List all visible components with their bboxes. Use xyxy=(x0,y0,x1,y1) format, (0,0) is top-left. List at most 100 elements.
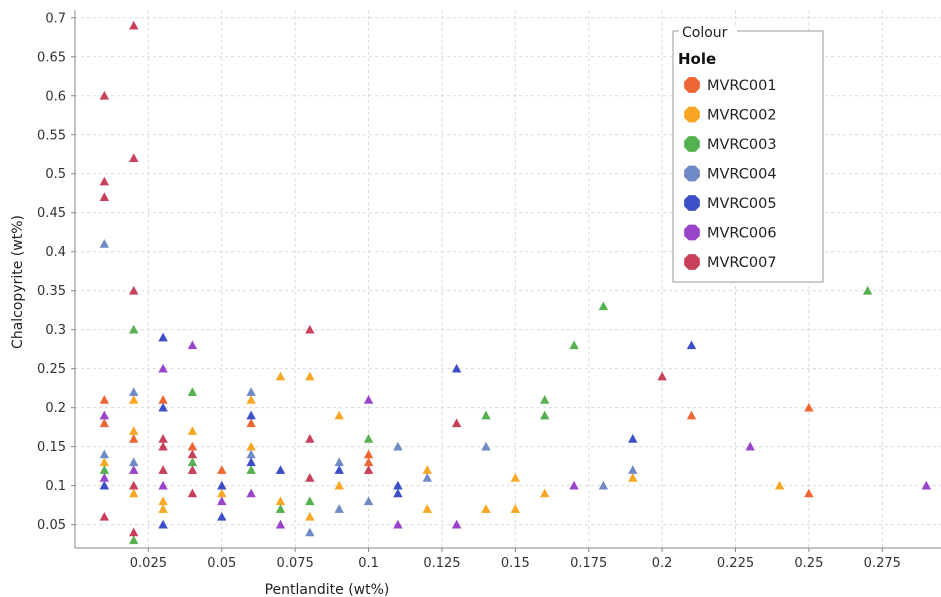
data-point-mvrc005 xyxy=(275,465,286,474)
data-point-mvrc002 xyxy=(334,480,344,490)
data-point-mvrc003 xyxy=(481,410,491,420)
data-point-mvrc001 xyxy=(99,418,110,428)
data-point-mvrc005 xyxy=(217,511,227,521)
data-point-mvrc007 xyxy=(129,480,139,490)
data-point-mvrc007 xyxy=(129,153,139,163)
legend: Colour Hole MVRC001 MVRC002 MVRC003 MVRC004… xyxy=(672,25,824,283)
x-tick-label: 0.075 xyxy=(277,556,314,571)
y-axis-title: Chalcopyrite (wt%) xyxy=(10,215,26,349)
data-point-mvrc004 xyxy=(628,465,638,474)
data-point-mvrc005 xyxy=(393,488,403,498)
data-point-mvrc004 xyxy=(129,457,139,467)
data-point-mvrc007 xyxy=(305,434,315,443)
data-point-mvrc004 xyxy=(99,449,110,459)
x-tick-label: 0.15 xyxy=(501,556,530,571)
data-point-mvrc007 xyxy=(158,434,168,443)
data-point-mvrc004 xyxy=(363,496,374,506)
x-tick-label: 0.125 xyxy=(423,556,460,571)
legend-marker-icon xyxy=(684,136,700,152)
data-point-mvrc001 xyxy=(804,402,814,412)
y-tick-label: 0.2 xyxy=(45,401,66,416)
data-points xyxy=(99,20,932,545)
data-point-mvrc005 xyxy=(686,340,697,350)
data-point-mvrc003 xyxy=(862,285,873,295)
data-point-mvrc003 xyxy=(129,535,139,545)
data-point-mvrc006 xyxy=(99,472,110,482)
data-point-mvrc007 xyxy=(99,90,110,100)
data-point-mvrc006 xyxy=(363,395,374,404)
data-point-mvrc006 xyxy=(158,480,168,490)
x-tick-label: 0.1 xyxy=(358,556,379,571)
data-point-mvrc002 xyxy=(275,496,286,506)
legend-marker-icon xyxy=(684,195,700,211)
data-point-mvrc005 xyxy=(217,480,227,490)
data-point-mvrc007 xyxy=(99,192,110,201)
data-point-mvrc006 xyxy=(569,480,579,490)
data-point-mvrc002 xyxy=(158,504,168,513)
data-point-mvrc001 xyxy=(363,449,374,459)
data-point-mvrc003 xyxy=(99,465,110,474)
data-point-mvrc001 xyxy=(246,418,256,428)
x-tick-label: 0.025 xyxy=(130,556,167,571)
legend-label: MVRC006 xyxy=(707,226,777,242)
legend-label: MVRC004 xyxy=(707,167,777,183)
data-point-mvrc001 xyxy=(804,488,814,498)
y-tick-label: 0.6 xyxy=(45,89,66,104)
data-point-mvrc002 xyxy=(158,496,168,506)
data-point-mvrc002 xyxy=(510,504,521,513)
data-point-mvrc003 xyxy=(129,324,139,334)
x-tick-label: 0.225 xyxy=(717,556,754,571)
x-tick-label: 0.2 xyxy=(652,556,673,571)
data-point-mvrc006 xyxy=(393,519,403,529)
data-point-mvrc005 xyxy=(334,465,344,474)
data-point-mvrc002 xyxy=(774,480,785,490)
legend-items: MVRC001 MVRC002 MVRC003 MVRC004 MVRC005 MVRC0… xyxy=(684,77,777,271)
data-point-mvrc006 xyxy=(99,410,110,420)
legend-label: MVRC002 xyxy=(707,108,777,124)
data-point-mvrc007 xyxy=(305,324,315,334)
data-point-mvrc005 xyxy=(628,434,638,443)
data-point-mvrc003 xyxy=(246,465,256,474)
data-point-mvrc007 xyxy=(129,527,139,537)
data-point-mvrc001 xyxy=(158,395,168,404)
data-point-mvrc002 xyxy=(481,504,491,513)
data-point-mvrc007 xyxy=(657,371,667,381)
legend-marker-icon xyxy=(684,77,700,93)
data-point-mvrc006 xyxy=(158,363,168,373)
data-point-mvrc003 xyxy=(275,504,286,513)
data-point-mvrc002 xyxy=(305,511,315,521)
data-point-mvrc002 xyxy=(99,457,110,467)
data-point-mvrc001 xyxy=(129,434,139,443)
data-point-mvrc005 xyxy=(451,363,462,373)
data-point-mvrc004 xyxy=(129,387,139,396)
legend-caption: Colour xyxy=(682,25,728,41)
y-tick-label: 0.65 xyxy=(37,50,66,65)
data-point-mvrc007 xyxy=(158,465,168,474)
data-point-mvrc007 xyxy=(187,465,198,474)
data-point-mvrc004 xyxy=(305,527,315,537)
data-point-mvrc003 xyxy=(539,395,550,404)
legend-label: MVRC007 xyxy=(707,255,777,271)
y-tick-label: 0.55 xyxy=(37,128,66,143)
data-point-mvrc007 xyxy=(187,488,198,498)
data-point-mvrc002 xyxy=(305,371,315,381)
data-point-mvrc005 xyxy=(246,457,256,467)
legend-marker-icon xyxy=(684,254,700,270)
data-point-mvrc006 xyxy=(246,488,256,498)
legend-heading: Hole xyxy=(678,50,716,68)
data-point-mvrc007 xyxy=(99,176,110,186)
data-point-mvrc004 xyxy=(246,449,256,459)
data-point-mvrc002 xyxy=(246,441,256,451)
data-point-mvrc002 xyxy=(129,426,139,435)
data-point-mvrc002 xyxy=(510,472,521,482)
data-point-mvrc007 xyxy=(305,472,315,482)
data-point-mvrc004 xyxy=(393,441,403,451)
y-tick-label: 0.4 xyxy=(45,245,66,260)
data-point-mvrc004 xyxy=(598,480,609,490)
x-tick-label: 0.05 xyxy=(207,556,236,571)
legend-marker-icon xyxy=(684,224,700,241)
data-point-mvrc007 xyxy=(158,441,168,451)
data-point-mvrc003 xyxy=(305,496,315,506)
